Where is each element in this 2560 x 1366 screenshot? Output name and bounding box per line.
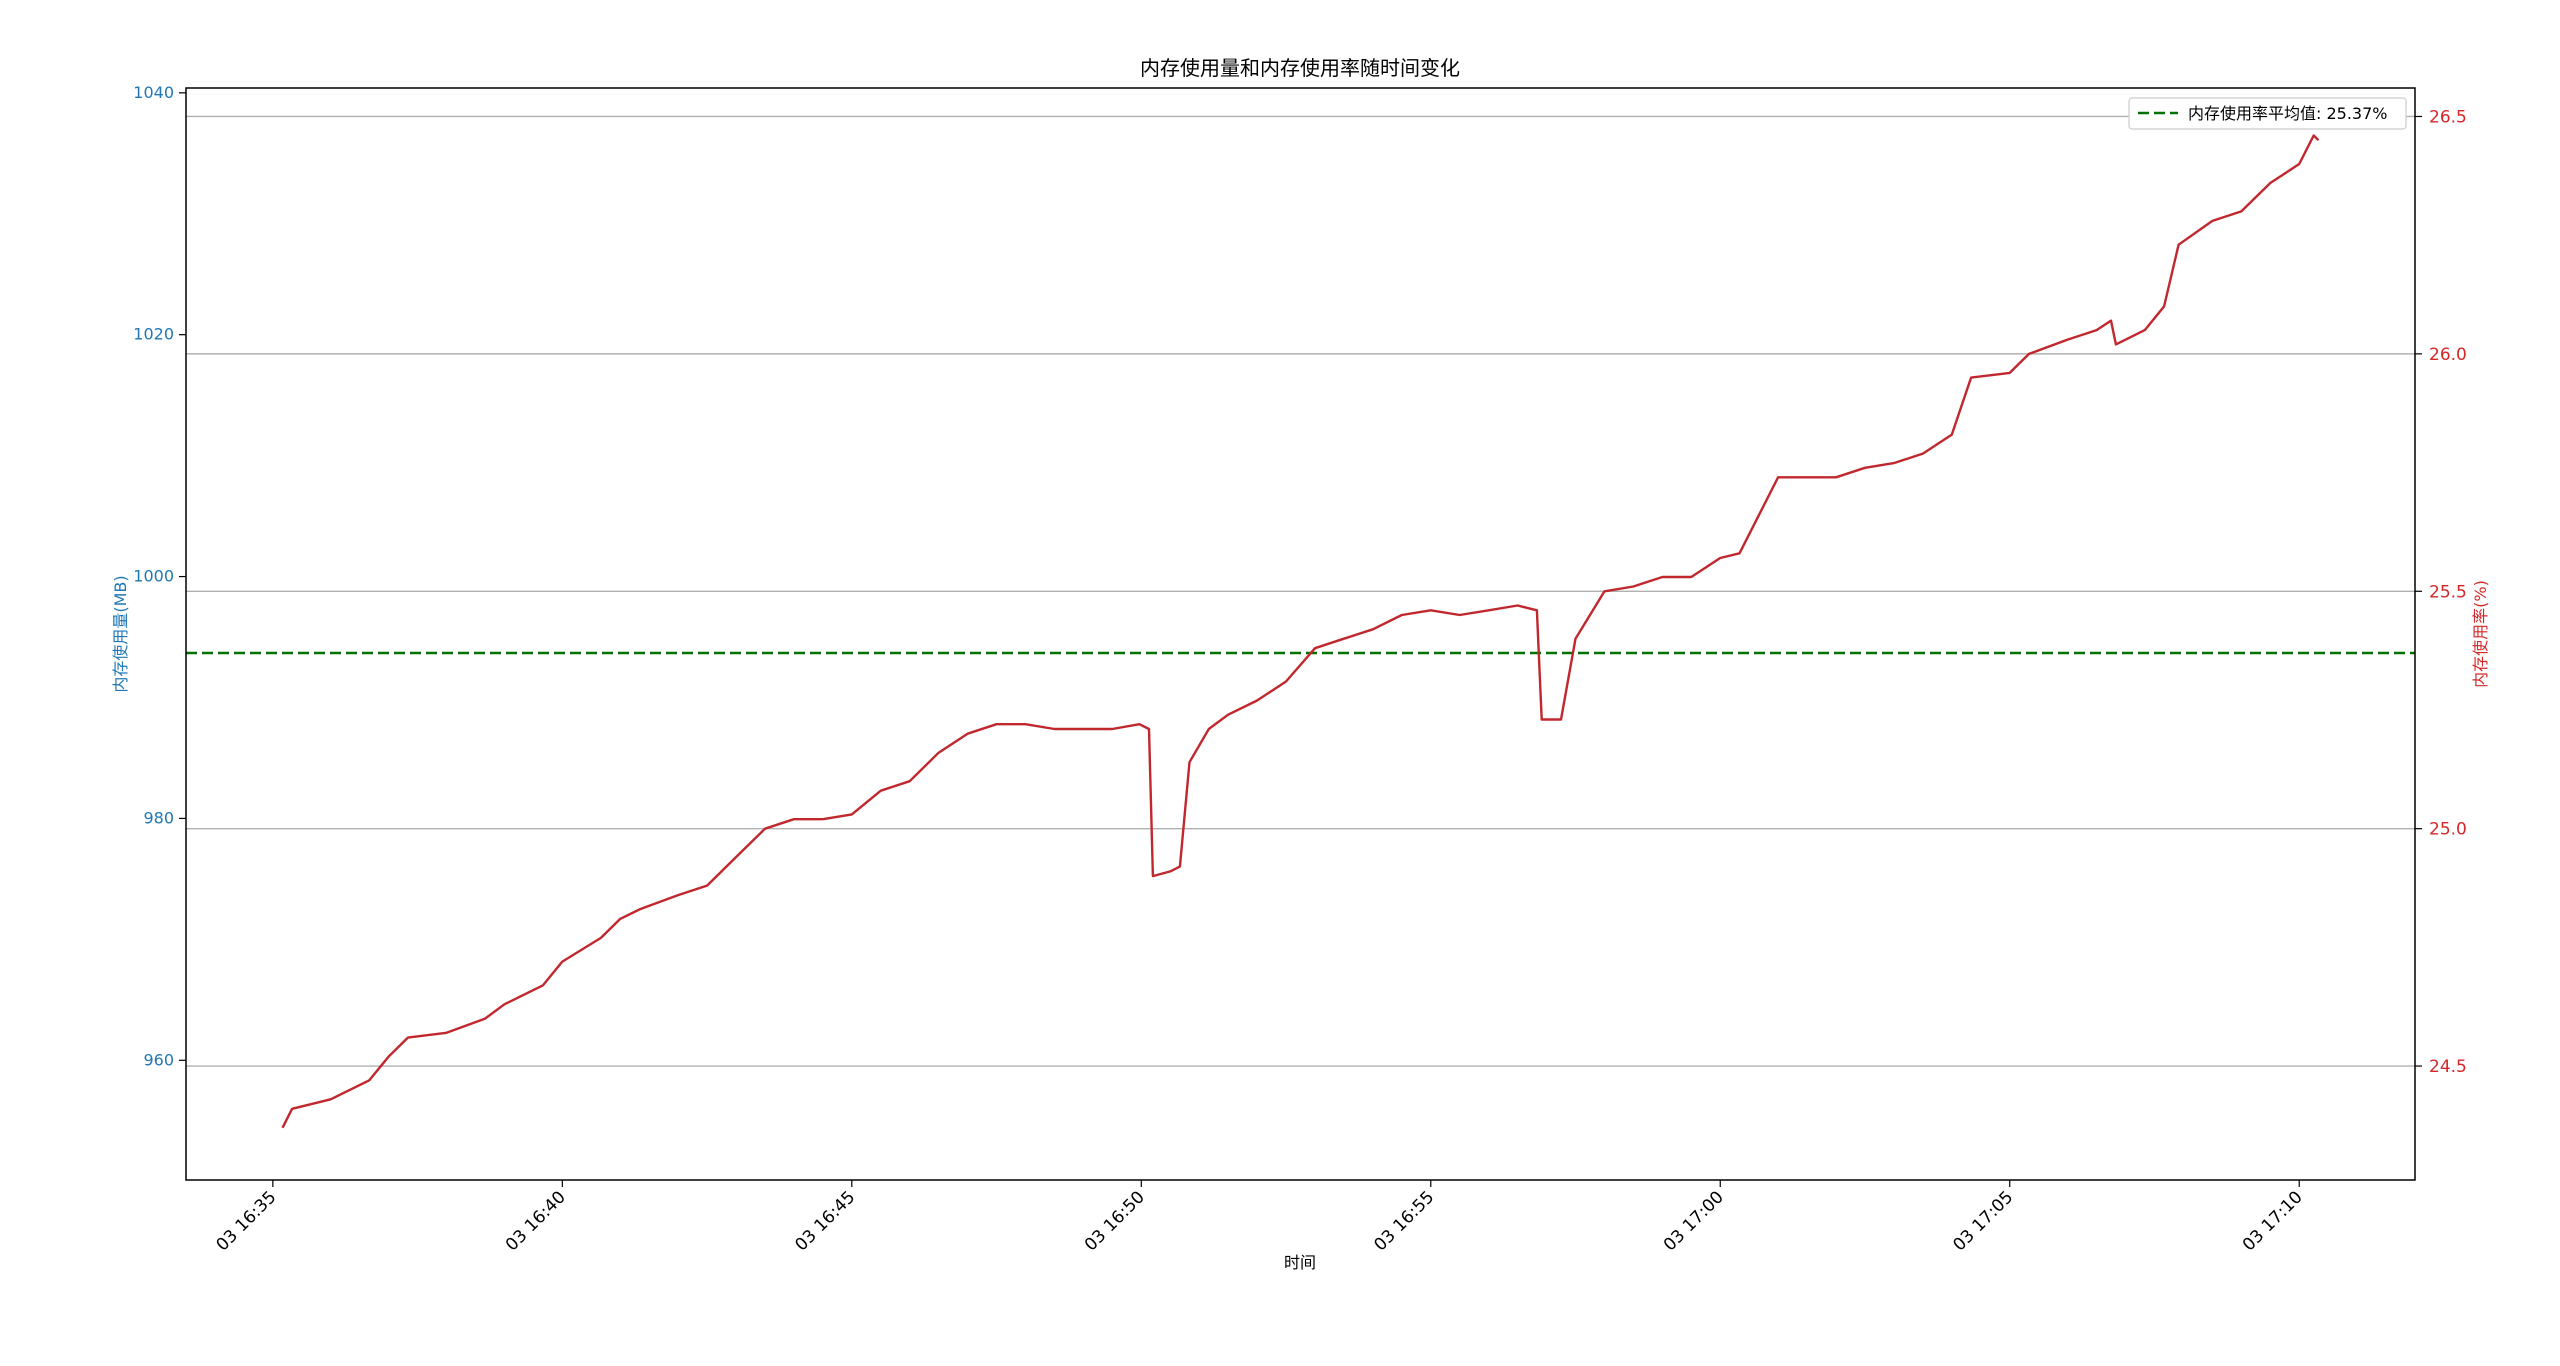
left-y-tick-label: 1020: [133, 325, 174, 344]
left-y-tick-label: 960: [143, 1050, 174, 1069]
left-y-tick-label: 1040: [133, 83, 174, 102]
right-y-tick-label: 26.0: [2429, 345, 2467, 365]
left-y-tick-label: 980: [143, 808, 174, 827]
right-y-tick-label: 26.5: [2429, 107, 2467, 127]
legend-average-label: 内存使用率平均值: 25.37%: [2188, 104, 2388, 123]
chart-title: 内存使用量和内存使用率随时间变化: [1140, 56, 1460, 80]
right-y-axis-label: 内存使用率(%): [2471, 580, 2490, 688]
series-line-memory-usage-rate: [281, 134, 2320, 1129]
grid-lines: [186, 115, 2415, 1067]
x-axis-label: 时间: [1284, 1253, 1316, 1272]
left-y-tick-label: 1000: [133, 567, 174, 586]
legend-frame: [2128, 97, 2407, 130]
right-y-tick-label: 25.0: [2429, 820, 2467, 840]
right-y-tick-label: 24.5: [2429, 1057, 2467, 1077]
legend: 内存使用率平均值: 25.37%: [2128, 97, 2407, 130]
left-y-axis-label: 内存使用量(MB): [111, 575, 130, 692]
right-y-axis: 24.5 25.0 25.5 26.0 26.5: [2415, 107, 2467, 1077]
right-y-tick-label: 25.5: [2429, 582, 2467, 602]
left-y-axis: 960 980 1000 1020 1040: [133, 83, 186, 1069]
plot-frame: [185, 87, 2416, 1181]
